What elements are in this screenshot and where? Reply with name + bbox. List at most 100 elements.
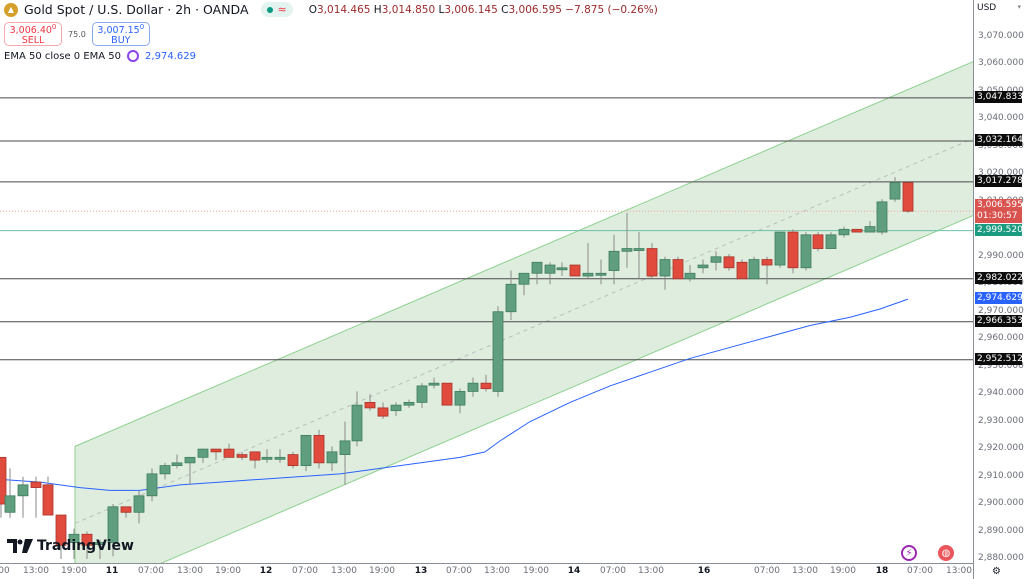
candle-body[interactable] <box>94 542 106 545</box>
candle-body[interactable] <box>171 462 183 466</box>
candle-body[interactable] <box>326 451 338 464</box>
indicator-legend[interactable]: EMA 50 close 0 EMA 50 2,974.629 <box>4 50 196 62</box>
candle-body[interactable] <box>223 448 235 458</box>
ohlc-values: O3,014.465 H3,014.850 L3,006.145 C3,006.… <box>309 4 658 16</box>
candle-body[interactable] <box>403 401 415 406</box>
candle-body[interactable] <box>249 451 261 461</box>
candle-body[interactable] <box>889 182 901 200</box>
candle-body[interactable] <box>480 382 492 390</box>
price-axis-label: 2,990.000 <box>978 250 1024 261</box>
candle-body[interactable] <box>787 231 799 269</box>
candle-body[interactable] <box>428 382 440 386</box>
candle-body[interactable] <box>608 250 620 271</box>
candle-body[interactable] <box>197 448 209 458</box>
candle-body[interactable] <box>441 382 453 406</box>
candle-body[interactable] <box>159 465 171 475</box>
candle-body[interactable] <box>313 434 325 464</box>
price-chart[interactable] <box>0 0 973 563</box>
lightning-icon[interactable]: ⚡ <box>901 545 917 561</box>
tradingview-logo-icon <box>7 539 33 553</box>
candle-body[interactable] <box>0 456 7 505</box>
candle-body[interactable] <box>261 456 273 460</box>
candle-body[interactable] <box>761 259 773 266</box>
channel-upper-line[interactable] <box>74 61 973 447</box>
candle-body[interactable] <box>42 484 54 516</box>
candle-body[interactable] <box>55 514 67 546</box>
candle-body[interactable] <box>300 434 312 466</box>
candle-body[interactable] <box>287 454 299 466</box>
candle-body[interactable] <box>120 506 132 513</box>
candle-body[interactable] <box>710 256 722 263</box>
candle-body[interactable] <box>659 259 671 277</box>
candle-body[interactable] <box>339 440 351 456</box>
candle-body[interactable] <box>492 311 504 392</box>
candle-body[interactable] <box>505 283 517 313</box>
candle-body[interactable] <box>544 264 556 274</box>
market-status[interactable]: ≈ <box>260 2 293 17</box>
price-axis-label: 2,960.000 <box>978 333 1024 344</box>
candle-body[interactable] <box>416 385 428 403</box>
sell-button[interactable]: 3,006.400 SELL <box>4 22 62 46</box>
buy-button[interactable]: 3,007.150 BUY <box>91 22 150 46</box>
candle-body[interactable] <box>736 261 748 280</box>
candle-body[interactable] <box>146 473 158 497</box>
sell-label: SELL <box>21 35 45 47</box>
candle-body[interactable] <box>17 484 29 497</box>
candle-body[interactable] <box>236 454 248 458</box>
candle-body[interactable] <box>697 264 709 269</box>
candle-body[interactable] <box>723 256 735 269</box>
candle-body[interactable] <box>621 248 633 252</box>
candle-body[interactable] <box>748 259 760 280</box>
trade-panel: 3,006.400 SELL 75.0 3,007.150 BUY <box>4 22 150 46</box>
price-axis-label: 3,060.000 <box>978 58 1024 69</box>
symbol-title[interactable]: Gold Spot / U.S. Dollar · 2h · OANDA <box>24 2 249 17</box>
candle-body[interactable] <box>646 248 658 277</box>
candle-body[interactable] <box>351 404 363 442</box>
time-axis-label: 13 <box>414 566 428 576</box>
time-axis-label: 19:00 <box>215 566 241 576</box>
candle-body[interactable] <box>531 261 543 274</box>
candle-body[interactable] <box>184 456 196 464</box>
candle-body[interactable] <box>210 448 222 453</box>
candle-body[interactable] <box>556 267 568 271</box>
candle-body[interactable] <box>633 248 645 251</box>
candle-body[interactable] <box>377 407 389 417</box>
us-flag-icon[interactable]: ◍ <box>938 545 954 561</box>
candle-body[interactable] <box>30 481 42 488</box>
regression-channel[interactable] <box>75 61 973 563</box>
candle-body[interactable] <box>467 382 479 392</box>
candle-body[interactable] <box>800 234 812 269</box>
candle-body[interactable] <box>569 264 581 277</box>
tradingview-logo[interactable]: TradingView <box>7 538 134 554</box>
settings-gear-icon[interactable]: ⚙ <box>992 566 1001 577</box>
candle-body[interactable] <box>364 401 376 409</box>
price-axis-label: 2,920.000 <box>978 443 1024 454</box>
candle-body[interactable] <box>4 495 16 513</box>
candle-body[interactable] <box>595 272 607 276</box>
candle-body[interactable] <box>518 272 530 285</box>
candle-body[interactable] <box>81 533 93 546</box>
candle-body[interactable] <box>390 404 402 412</box>
channel-mid-line <box>74 138 973 524</box>
candle-body[interactable] <box>825 234 837 249</box>
time-axis-label: 07:00 <box>600 566 626 576</box>
candle-body[interactable] <box>672 259 684 280</box>
time-axis-border <box>0 563 973 564</box>
candle-body[interactable] <box>774 231 786 266</box>
candle-body[interactable] <box>274 456 286 460</box>
currency-select[interactable]: USD ▾ <box>977 3 1021 13</box>
candle-body[interactable] <box>838 228 850 236</box>
candle-body[interactable] <box>851 228 863 233</box>
candle-body[interactable] <box>582 272 594 277</box>
candle-body[interactable] <box>684 272 696 280</box>
price-axis-label: 2,950.000 <box>978 360 1024 371</box>
candle-body[interactable] <box>876 201 888 233</box>
candle-body[interactable] <box>902 182 914 212</box>
candle-body[interactable] <box>812 234 824 249</box>
candle-body[interactable] <box>68 533 80 543</box>
channel-lower-line[interactable] <box>75 215 973 563</box>
candle-body[interactable] <box>454 391 466 406</box>
candle-body[interactable] <box>864 226 876 233</box>
candle-body[interactable] <box>133 495 145 513</box>
candle-body[interactable] <box>107 506 119 543</box>
